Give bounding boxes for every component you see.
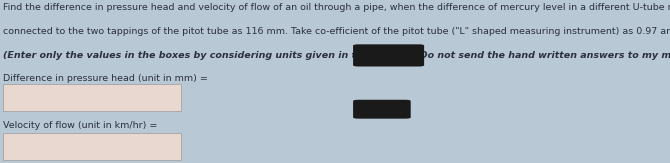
Text: Velocity of flow (unit in km/hr) =: Velocity of flow (unit in km/hr) = xyxy=(3,121,157,130)
FancyBboxPatch shape xyxy=(353,100,411,119)
FancyBboxPatch shape xyxy=(353,44,424,67)
Text: connected to the two tappings of the pitot tube as 116 mm. Take co-efficient of : connected to the two tappings of the pit… xyxy=(3,27,670,36)
Text: (Enter only the values in the boxes by considering units given in the bracket. D: (Enter only the values in the boxes by c… xyxy=(3,51,670,60)
FancyBboxPatch shape xyxy=(3,84,181,111)
FancyBboxPatch shape xyxy=(3,133,181,160)
Text: Find the difference in pressure head and velocity of flow of an oil through a pi: Find the difference in pressure head and… xyxy=(3,3,670,12)
Text: Difference in pressure head (unit in mm) =: Difference in pressure head (unit in mm)… xyxy=(3,74,208,83)
